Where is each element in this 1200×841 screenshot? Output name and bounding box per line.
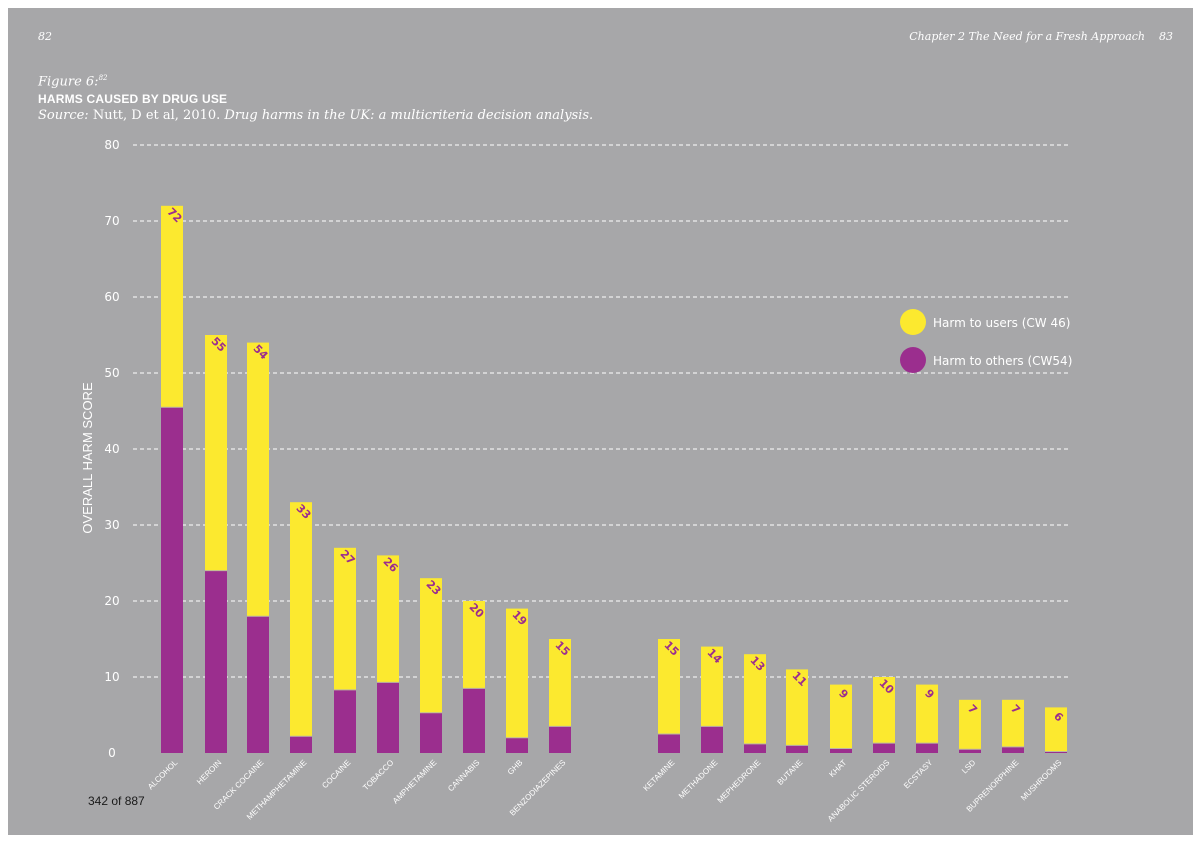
bar-harm-to-users [420,578,442,713]
y-tick-label: 30 [104,518,119,532]
figure-label: Figure 6:82 [38,74,108,89]
bar-harm-to-users [786,669,808,746]
x-tick-label: CANNABIS [446,758,481,793]
y-tick-label: 0 [108,746,116,760]
bar-harm-to-users [744,654,766,744]
bar-harm-to-others [247,616,269,753]
bar-harm-to-others [420,712,442,753]
x-tick-label: AMPHETAMINE [391,758,438,805]
bar-harm-to-users [1045,707,1067,752]
legend-label: Harm to users (CW 46) [933,316,1070,330]
bar-harm-to-users [334,547,356,690]
legend-swatch [900,347,926,373]
x-tick-label: ECSTASY [902,758,935,791]
source-citation: Nutt, D et al, 2010. [88,108,225,123]
y-tick-label: 60 [104,290,119,304]
bar-harm-to-others [1002,746,1024,753]
x-tick-label: KHAT [827,758,848,779]
bar-harm-to-users [830,684,852,749]
bars-layer [161,205,1067,753]
legend-label: Harm to others (CW54) [933,354,1072,368]
bar-harm-to-users [1002,699,1024,747]
bar-harm-to-others [161,407,183,753]
page-counter: 342 of 887 [88,794,145,808]
bar-harm-to-others [334,689,356,753]
y-tick-label: 50 [104,366,119,380]
bar-harm-to-others [916,743,938,753]
right-page-number: 83 [1159,30,1173,43]
bar-harm-to-users [377,555,399,683]
page: 82 Chapter 2 The Need for a Fresh Approa… [8,8,1193,835]
bar-harm-to-others [205,570,227,753]
y-tick-label: 40 [104,442,119,456]
grid-layer: 0 10 20 30 40 50 60 70 80 [104,138,1070,760]
y-tick-label: 10 [104,670,119,684]
bar-harm-to-others [830,748,852,753]
bar-harm-to-users [463,601,485,689]
figure-footnote: 82 [98,74,108,82]
x-tick-label: GHB [506,758,525,777]
y-tick-label: 80 [104,138,119,152]
bar-harm-to-others [1045,751,1067,753]
bar-harm-to-users [658,639,680,734]
x-tick-label: METHADONE [677,758,720,801]
bar-harm-to-others [658,734,680,753]
legend-layer: Harm to users (CW 46) Harm to others (CW5… [900,309,1072,373]
bar-harm-to-others [549,726,571,753]
y-tick-label: 70 [104,214,119,228]
y-tick-label: 20 [104,594,119,608]
bar-harm-to-users [161,205,183,408]
running-head: Chapter 2 The Need for a Fresh Approach 8… [909,30,1173,43]
chart-title: HARMS CAUSED BY DRUG USE [38,92,228,106]
figure-source: Source: Nutt, D et al, 2010. Drug harms … [38,108,593,123]
x-tick-label: KETAMINE [642,758,677,793]
source-title: Drug harms in the UK: a multicriteria de… [224,108,594,123]
y-axis-label: OVERALL HARM SCORE [80,382,95,534]
x-tick-label: HEROIN [195,758,224,787]
x-tick-label: TOBACCO [361,758,395,792]
bar-harm-to-others [506,737,528,753]
bar-harm-to-users [205,335,227,571]
x-tick-label: COCAINE [320,758,352,790]
bar-harm-to-users [916,684,938,744]
x-tick-label: MEPHEDRONE [716,758,763,805]
x-tick-label: LSD [960,758,978,776]
legend-swatch [900,309,926,335]
bar-harm-to-others [701,726,723,753]
x-tick-label: BUTANE [776,758,805,787]
x-tick-label: MUSHROOMS [1019,758,1063,802]
figure-label-text: Figure 6: [38,74,99,90]
bar-harm-to-users [290,502,312,737]
bar-harm-to-others [959,749,981,753]
left-page-number: 82 [38,30,52,43]
bar-harm-to-others [290,736,312,753]
source-prefix: Source: [38,108,89,123]
bar-harm-to-users [701,646,723,727]
x-tick-label: ALCOHOL [146,758,180,792]
bar-harm-to-users [247,342,269,617]
chapter-title: Chapter 2 The Need for a Fresh Approach [909,30,1145,43]
bar-harm-to-others [377,682,399,753]
bar-harm-to-users [506,608,528,738]
bar-harm-to-users [549,639,571,727]
bar-harm-to-others [873,743,895,753]
bar-harm-to-users [873,677,895,744]
bar-harm-to-others [786,745,808,753]
bar-harm-to-others [744,743,766,753]
bar-harm-to-users [959,699,981,750]
bar-harm-to-others [463,688,485,753]
